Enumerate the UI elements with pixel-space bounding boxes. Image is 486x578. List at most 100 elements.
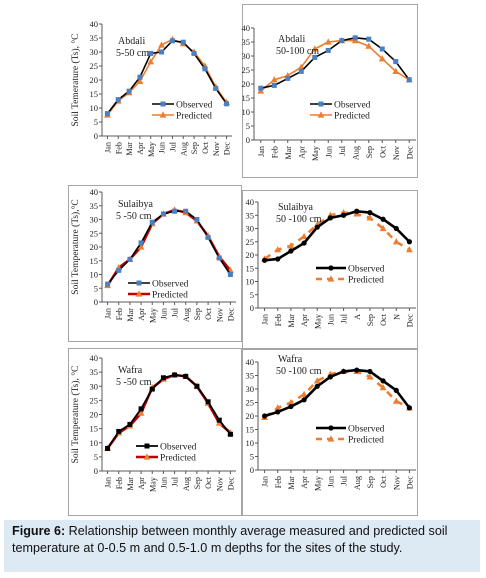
x-tick-label: Apr [136, 142, 145, 155]
observed-point [298, 68, 304, 74]
y-tick-label: 0 [250, 303, 254, 313]
observed-point [340, 368, 347, 375]
predicted-point [392, 67, 400, 74]
x-tick-label: Jan [103, 142, 112, 153]
y-tick-label: 40 [246, 197, 255, 207]
panel-depth-title: 50 -100 cm [276, 366, 322, 377]
figure-caption: Figure 6: Relationship between monthly a… [4, 520, 480, 572]
y-tick-label: 0 [250, 465, 254, 475]
panel-site-title: Wafra [118, 365, 143, 376]
observed-point [148, 50, 154, 56]
panel-border [242, 190, 418, 350]
legend-marker [327, 275, 335, 282]
chart-svg-2: 0 5 10 15 20 25 30 35 40 Jan Feb Mar Apr May Jun Jul Aug… [242, 4, 418, 178]
x-tick-label: Aug [179, 142, 188, 156]
x-tick-label: Sep [365, 146, 374, 158]
legend-label: Observed [348, 425, 385, 435]
observed-point [288, 403, 294, 410]
x-tick-label: Mar [126, 308, 135, 322]
predicted-point [311, 45, 319, 52]
panel-depth-title: 5-50 cm [116, 48, 149, 59]
panel-border [242, 4, 418, 178]
x-tick-label: Feb [274, 314, 283, 326]
panel-depth-title: 50-100 cm [276, 46, 319, 57]
predicted-point [378, 55, 386, 62]
panel-border [68, 185, 242, 342]
x-tick-label: Nov [212, 141, 221, 156]
observed-point [213, 85, 219, 91]
predicted-point [366, 214, 374, 221]
y-tick-label: 40 [90, 187, 99, 197]
observed-point [169, 38, 175, 44]
x-tick-label: Dec [226, 477, 235, 491]
predicted-point [379, 224, 387, 232]
x-tick-label: Mar [126, 477, 135, 491]
x-tick-label: Nov [215, 476, 224, 491]
y-tick-label: 5 [250, 290, 254, 300]
observed-point [393, 59, 399, 65]
legend-marker [318, 101, 324, 107]
x-tick-label: Jul [338, 145, 347, 155]
legend-marker [327, 435, 335, 442]
y-tick-label: 25 [246, 398, 255, 408]
y-tick-label: 40 [242, 23, 251, 33]
chart-panel-3: 0 5 10 15 20 25 30 35 40 Jan Feb Mar Apr May Jun Jul Aug… [68, 185, 242, 342]
x-tick-label: Sep [366, 314, 375, 326]
observed-point [339, 38, 345, 44]
observed-point [194, 217, 200, 222]
observed-point [275, 256, 281, 262]
y-tick-label: 20 [246, 250, 255, 260]
y-tick-label: 5 [94, 117, 98, 127]
y-tick-label: 30 [242, 51, 251, 61]
x-tick-label: N [392, 314, 401, 320]
panel-site-title: Wafra [278, 354, 303, 365]
observed-point [301, 397, 307, 403]
y-tick-label: 40 [246, 357, 255, 367]
chart-panel-4: 0 5 10 15 20 25 30 35 40 Jan Feb Mar Apr May Jun Jul A Se… [242, 190, 418, 350]
y-tick-label: 0 [94, 297, 98, 307]
x-tick-label: Jul [171, 476, 180, 486]
observed-point [275, 409, 281, 415]
y-tick-label: 10 [246, 277, 255, 287]
observed-point [406, 77, 412, 83]
observed-point [301, 240, 307, 246]
legend-marker [328, 425, 334, 431]
y-tick-label: 0 [246, 135, 250, 145]
predicted-point [300, 232, 308, 240]
x-tick-label: Sep [193, 308, 202, 320]
predicted-point [287, 398, 295, 406]
x-tick-label: May [311, 145, 320, 161]
y-tick-label: 30 [246, 384, 255, 394]
caption-text: Relationship between monthly average mea… [12, 524, 448, 555]
panel-border [68, 348, 242, 516]
legend-marker [317, 111, 325, 118]
x-tick-label: Sep [366, 476, 375, 488]
legend-marker [135, 290, 143, 297]
x-tick-label: Jul [168, 141, 177, 151]
x-tick-label: Jan [261, 476, 270, 487]
observed-point [216, 255, 222, 261]
y-tick-label: 0 [94, 131, 98, 141]
y-tick-label: 30 [90, 215, 99, 225]
chart-svg-3: 0 5 10 15 20 25 30 35 40 Jan Feb Mar Apr May Jun Jul Aug… [68, 185, 242, 342]
panel-depth-title: 5 -50 cm [116, 377, 152, 388]
y-tick-label: 30 [90, 47, 99, 57]
y-tick-label: 35 [90, 33, 99, 43]
y-tick-label: 35 [242, 37, 251, 47]
x-tick-label: Apr [137, 308, 146, 321]
x-tick-label: Jul [340, 313, 349, 323]
legend-label: Predicted [160, 454, 196, 464]
panel-site-title: Sulaibya [278, 202, 314, 213]
observed-point [406, 405, 413, 411]
x-tick-label: Jun [158, 142, 167, 153]
predicted-point [406, 246, 413, 253]
observed-point [367, 210, 373, 216]
y-tick-label: 20 [242, 79, 251, 89]
panel-site-title: Abdali [278, 34, 305, 45]
x-tick-label: A [353, 314, 362, 320]
observed-point [261, 257, 268, 263]
chart-panel-6: 0 5 10 15 20 25 30 35 40 Jan Feb Mar Apr May Jun Jul Aug… [242, 348, 418, 516]
legend-label: Predicted [152, 291, 188, 301]
observed-point [183, 208, 189, 214]
